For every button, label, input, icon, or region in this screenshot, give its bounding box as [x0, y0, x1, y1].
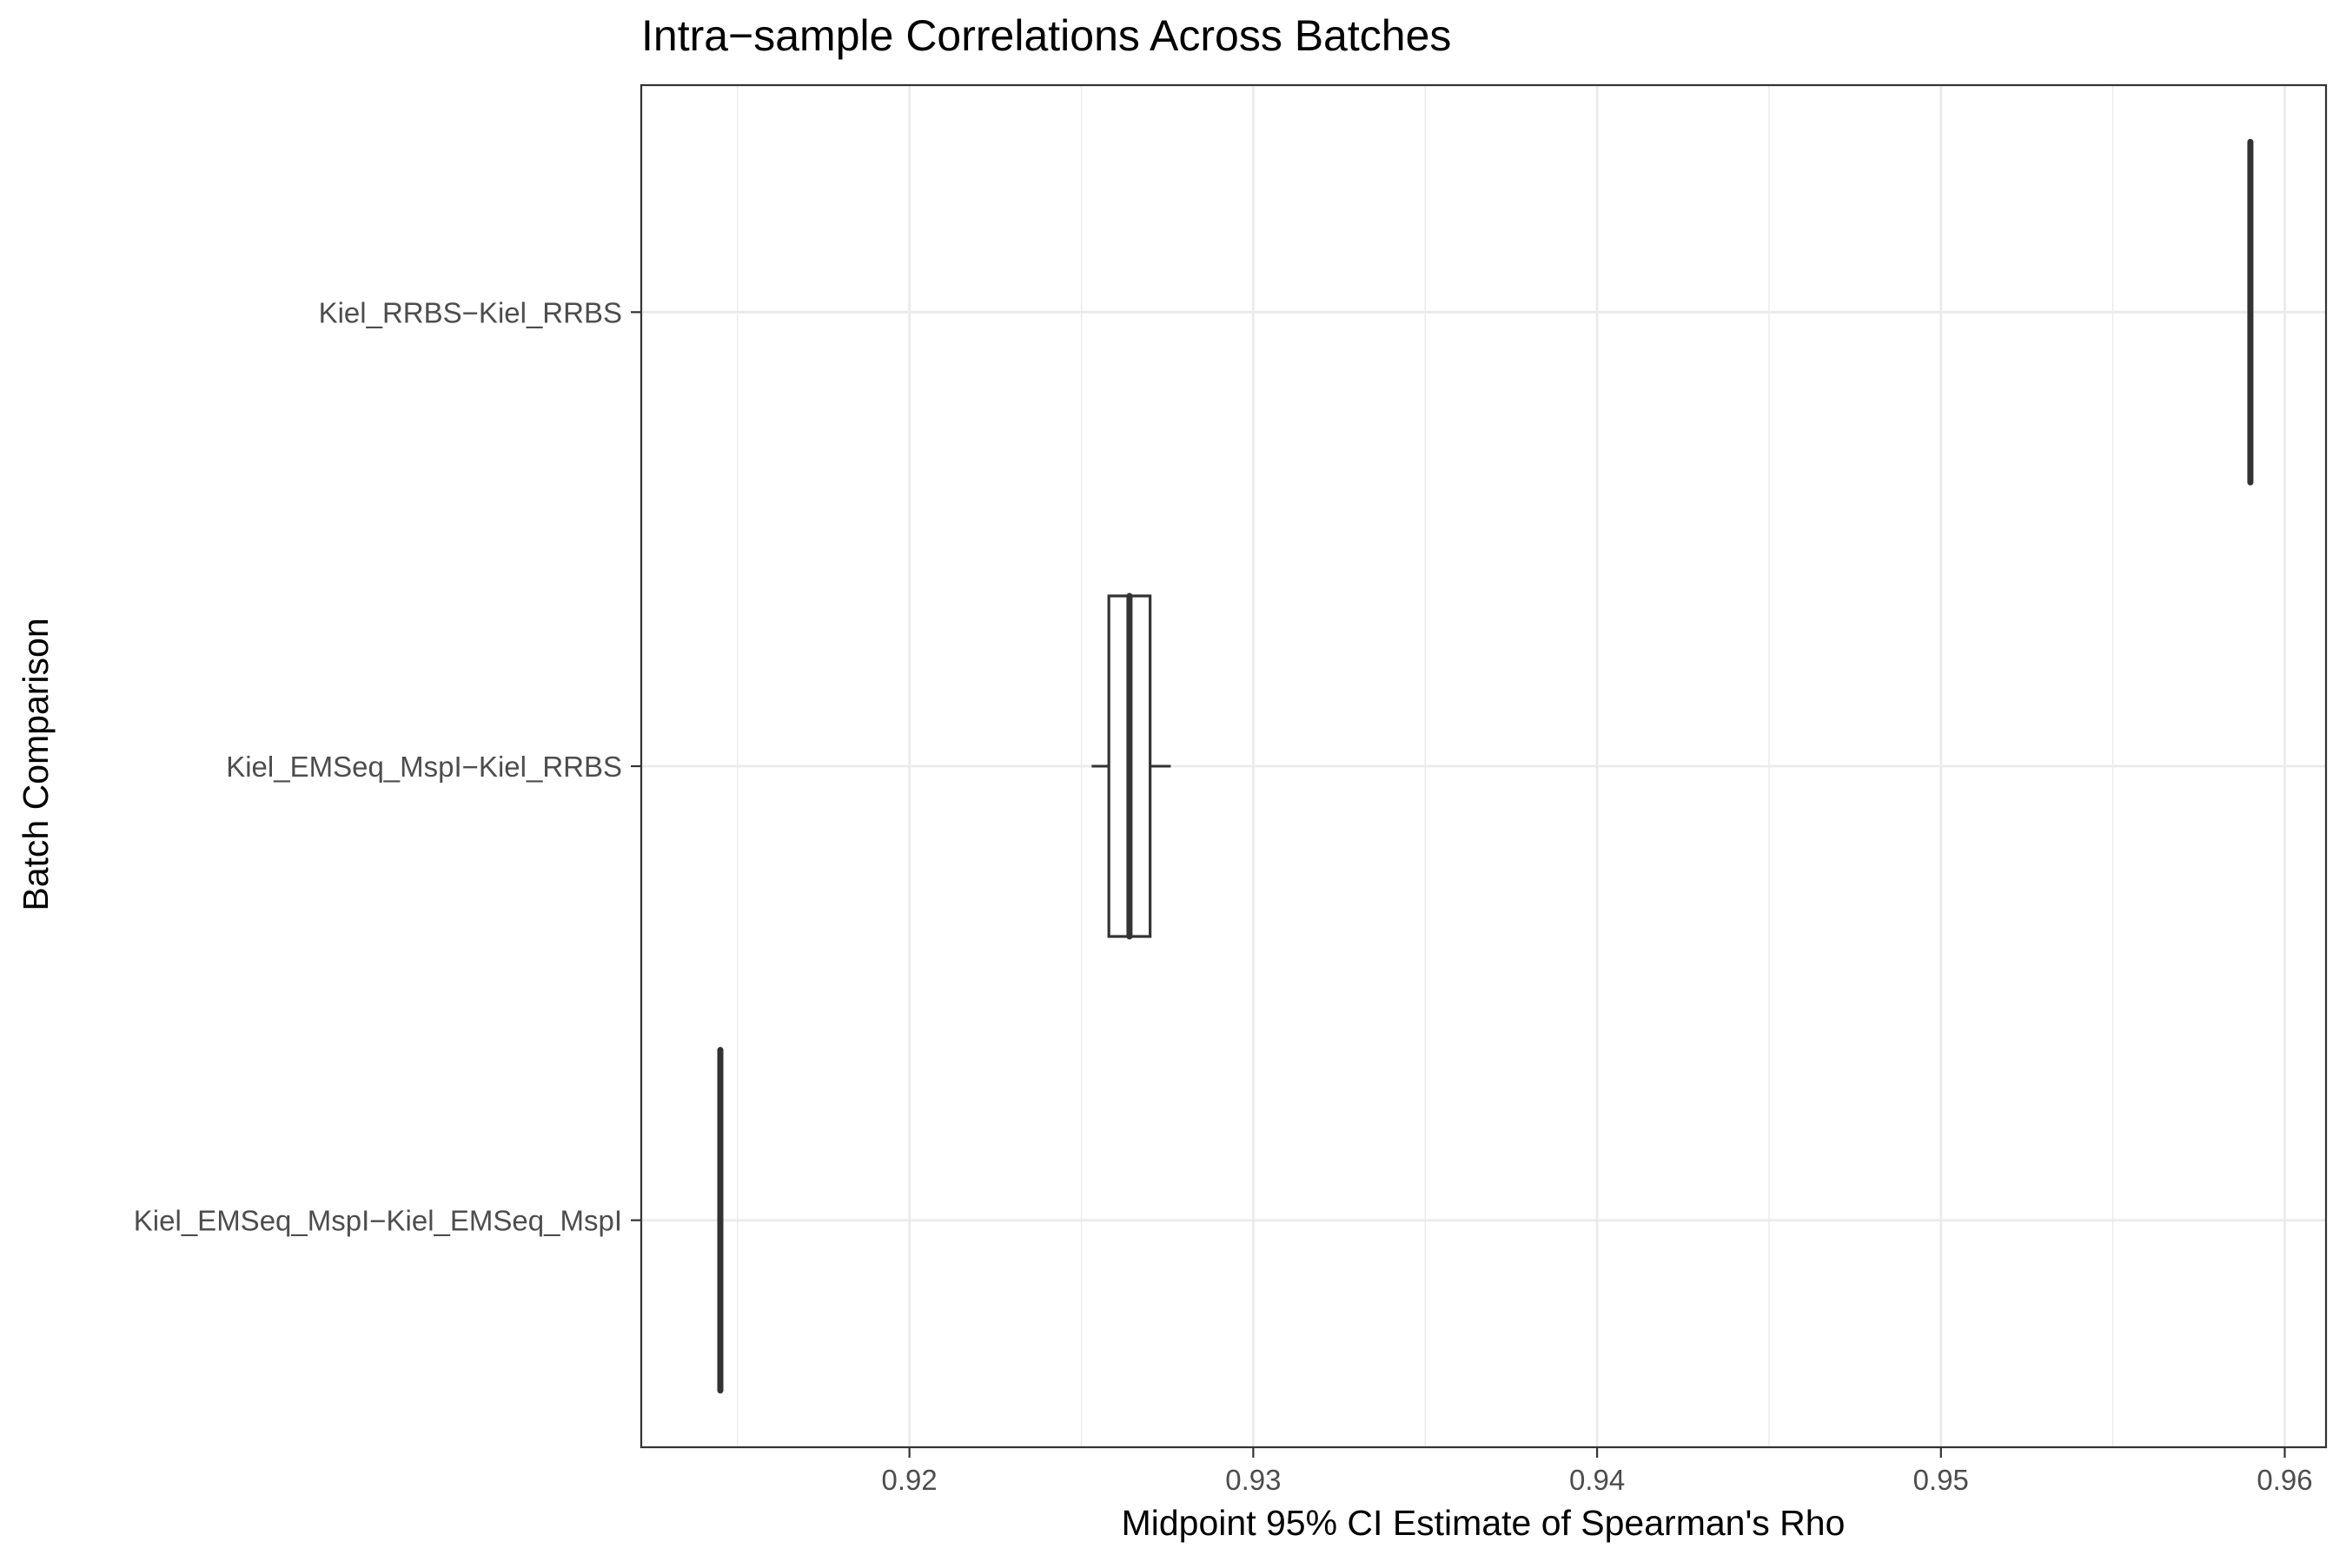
chart-title: Intra−sample Correlations Across Batches — [641, 11, 1451, 60]
x-tick-label: 0.92 — [882, 1464, 938, 1496]
y-tick-label: Kiel_EMSeq_MspI−Kiel_EMSeq_MspI — [134, 1205, 622, 1237]
y-tick-label: Kiel_EMSeq_MspI−Kiel_RRBS — [226, 751, 622, 783]
x-tick-label: 0.94 — [1569, 1464, 1625, 1496]
y-tick-label: Kiel_RRBS−Kiel_RRBS — [319, 296, 622, 328]
y-axis-title: Batch Comparison — [16, 618, 56, 910]
x-tick-label: 0.96 — [2257, 1464, 2312, 1496]
x-tick-label: 0.93 — [1225, 1464, 1281, 1496]
x-tick-label: 0.95 — [1913, 1464, 1969, 1496]
x-axis-title: Midpoint 95% CI Estimate of Spearman's R… — [1122, 1503, 1846, 1543]
